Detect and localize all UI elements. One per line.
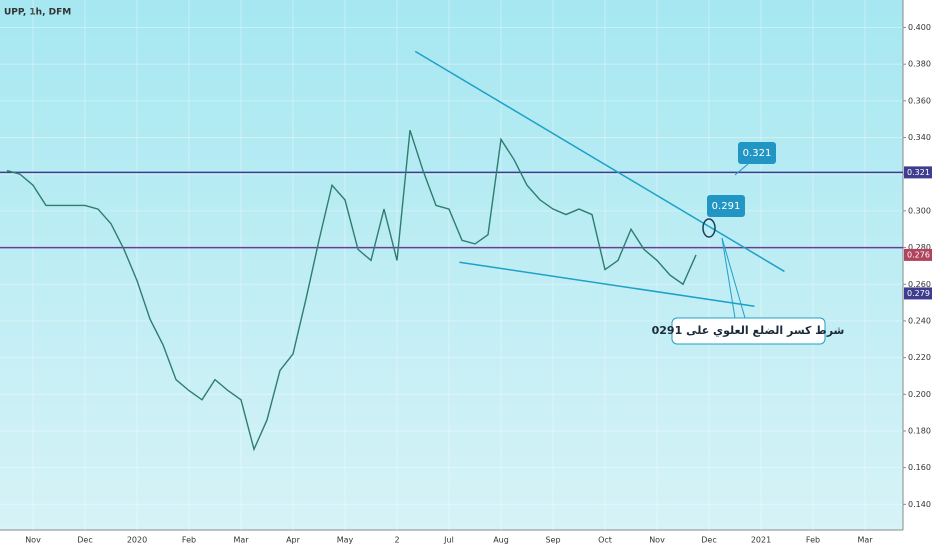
y-tick-label: 0.380	[908, 60, 931, 69]
callout-text: شرط كسر الضلع العلوي على 0291	[652, 324, 845, 337]
callout-text: 0.321	[743, 148, 772, 159]
y-tick-label: 0.200	[908, 390, 931, 399]
y-tick-label: 0.220	[908, 353, 931, 362]
price-line	[6, 129, 697, 452]
callout-pointer	[721, 237, 746, 319]
x-tick-label: Mar	[857, 536, 873, 545]
callout-box	[671, 317, 826, 345]
x-tick-label: Feb	[806, 536, 820, 545]
y-tick-label: 0.400	[908, 23, 931, 32]
y-tick-label: 0.240	[908, 316, 931, 325]
axis-badge-label: 0.321	[907, 168, 930, 177]
x-tick-label: Dec	[77, 536, 92, 545]
y-tick-label: 0.140	[908, 500, 931, 509]
callout-text: 0.291	[712, 201, 741, 212]
y-tick-label: 0.260	[908, 280, 931, 289]
axis-badge	[904, 248, 932, 261]
x-tick-label: Nov	[25, 536, 41, 545]
trendline	[459, 261, 755, 308]
plot-background	[0, 0, 903, 530]
callout-pointer	[734, 163, 749, 176]
y-tick-label: 0.360	[908, 96, 931, 105]
y-tick-label: 0.280	[908, 243, 931, 252]
x-tick-label: Sep	[545, 536, 560, 545]
axis-badge	[904, 287, 932, 300]
y-tick-label: 0.300	[908, 206, 931, 215]
trendline	[414, 50, 785, 273]
x-tick-label: Aug	[493, 536, 509, 545]
x-tick-label: 2021	[751, 536, 771, 545]
axis-badge-label: 0.279	[907, 289, 930, 298]
callout: 0.291	[702, 195, 745, 238]
x-tick-label: Nov	[649, 536, 665, 545]
x-tick-label: May	[337, 536, 354, 545]
y-axis-panel	[903, 0, 932, 550]
axis-badge	[904, 166, 932, 179]
axis-badges: 0.321 0.276 0.279	[904, 166, 932, 300]
chart-title: UPP, 1h, DFM	[4, 8, 71, 18]
x-tick-label: Jul	[443, 536, 454, 545]
axis-badge-label: 0.276	[907, 250, 930, 259]
x-tick-label: Mar	[233, 536, 249, 545]
break-marker	[702, 218, 716, 238]
callout: شرط كسر الضلع العلوي على 0291	[652, 237, 845, 345]
x-tick-label: Dec	[701, 536, 716, 545]
y-tick-label: 0.180	[908, 426, 931, 435]
y-tick-label: 0.160	[908, 463, 931, 472]
x-axis-panel	[0, 530, 903, 550]
x-tick-label: Oct	[598, 536, 612, 545]
callout-box	[738, 142, 776, 164]
callout-box	[707, 195, 745, 217]
y-tick-label: 0.340	[908, 133, 931, 142]
x-tick-label: 2020	[127, 536, 147, 545]
x-tick-label: Apr	[286, 536, 301, 545]
x-tick-label: Feb	[182, 536, 196, 545]
callout: 0.321	[734, 142, 776, 176]
callout-pointer	[721, 237, 736, 319]
x-tick-label: 2	[394, 536, 399, 545]
